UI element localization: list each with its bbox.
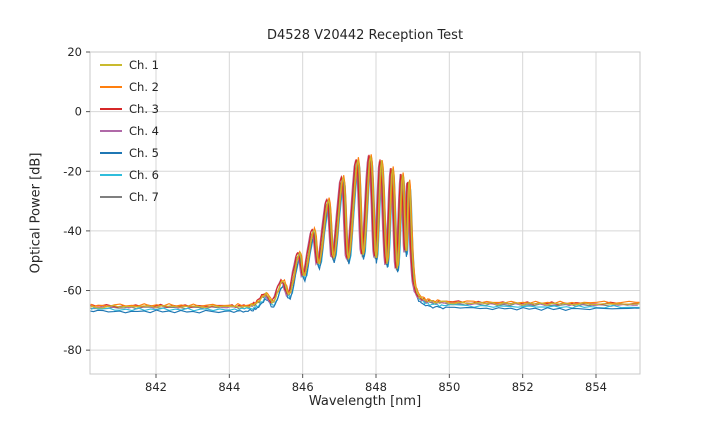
legend-label: Ch. 5 [129,146,159,160]
legend-swatch [100,152,122,154]
x-tick-label: 854 [585,380,607,394]
legend-item: Ch. 7 [100,190,159,204]
y-tick-label: -80 [63,343,82,357]
plot-frame [89,51,641,375]
x-tick-label: 852 [512,380,534,394]
legend-swatch [100,196,122,198]
y-tick-label: -20 [63,164,82,178]
legend-swatch [100,174,122,176]
legend-label: Ch. 2 [129,80,159,94]
legend-swatch [100,130,122,132]
legend-item: Ch. 3 [100,102,159,116]
y-tick-label: 20 [67,45,82,59]
legend-swatch [100,108,122,110]
x-tick-label: 844 [218,380,240,394]
y-tick-label: 0 [75,105,82,119]
legend-item: Ch. 2 [100,80,159,94]
legend-label: Ch. 6 [129,168,159,182]
legend-item: Ch. 5 [100,146,159,160]
legend-item: Ch. 4 [100,124,159,138]
legend-label: Ch. 4 [129,124,159,138]
series-line-ch-2 [90,154,640,308]
x-tick-label: 850 [438,380,460,394]
y-axis-label: Optical Power [dB] [28,152,44,274]
x-tick-label: 846 [292,380,314,394]
y-tick-label: -60 [63,284,82,298]
chart-title: D4528 V20442 Reception Test [266,28,464,43]
x-axis-label: Wavelength [nm] [308,394,422,409]
legend-swatch [100,86,122,88]
x-tick-label: 842 [145,380,167,394]
legend-item: Ch. 6 [100,168,159,182]
legend-label: Ch. 7 [129,190,159,204]
legend-swatch [100,64,122,66]
legend: Ch. 1 Ch. 2 Ch. 3 Ch. 4 Ch. 5 Ch. 6 Ch. 7 [100,58,159,204]
legend-label: Ch. 3 [129,102,159,116]
y-tick-label: -40 [63,224,82,238]
legend-label: Ch. 1 [129,58,159,72]
legend-item: Ch. 1 [100,58,159,72]
series-line-ch-1 [90,156,640,309]
series-line-ch-4 [90,155,638,309]
x-tick-label: 848 [365,380,387,394]
